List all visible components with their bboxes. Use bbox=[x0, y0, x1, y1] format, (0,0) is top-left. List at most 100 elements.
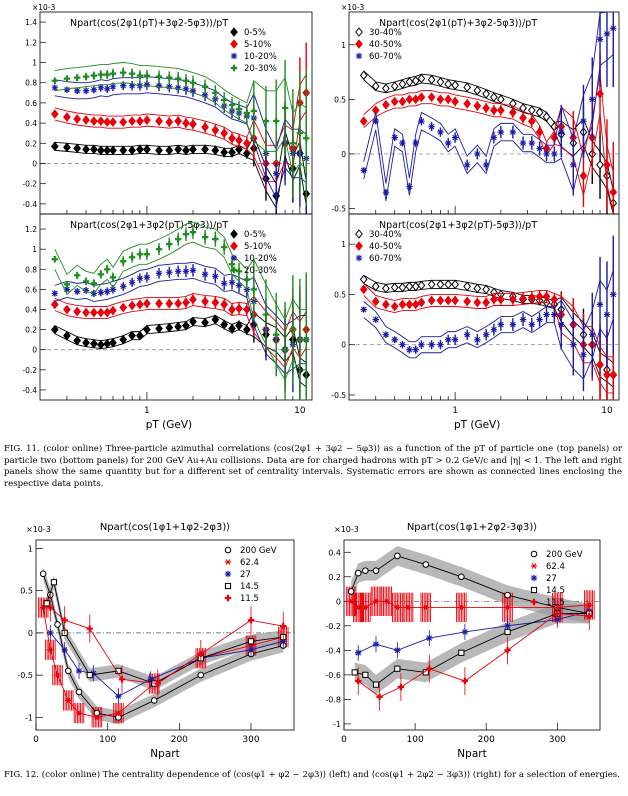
syst-upper-20-30% bbox=[54, 221, 307, 321]
data-point-5-10% bbox=[136, 299, 144, 310]
data-point-30-40% bbox=[382, 283, 390, 294]
data-point-62.4 bbox=[383, 598, 390, 605]
data-point-0-5% bbox=[189, 316, 197, 327]
data-point-20-30% bbox=[250, 107, 258, 115]
data-point-0-5% bbox=[103, 338, 112, 349]
data-point-60-70% bbox=[610, 291, 617, 298]
data-point-10-20% bbox=[120, 82, 127, 89]
y-tick-label: 1.2 bbox=[25, 225, 37, 234]
syst-upper-30-40% bbox=[363, 70, 614, 191]
data-point-20-30% bbox=[155, 73, 163, 80]
data-point-40-50% bbox=[436, 295, 445, 306]
data-point-20-30% bbox=[272, 331, 280, 338]
data-point-10-20% bbox=[109, 83, 117, 90]
data-point-60-70% bbox=[497, 321, 505, 328]
data-point-20-30% bbox=[220, 243, 228, 251]
data-point-20-30% bbox=[63, 75, 71, 82]
data-point-30-40% bbox=[444, 79, 453, 89]
data-point-30-40% bbox=[482, 284, 490, 295]
data-point-20-30% bbox=[296, 130, 304, 137]
x-tick-label: 10 bbox=[294, 406, 306, 416]
legend-marker bbox=[224, 570, 232, 578]
y-tick-label: 0.8 bbox=[25, 79, 37, 88]
legend-marker bbox=[230, 266, 238, 274]
data-point-20-30% bbox=[182, 230, 190, 238]
data-point-40-50% bbox=[444, 295, 453, 306]
data-point-0-5% bbox=[235, 144, 243, 155]
data-point-10-20% bbox=[174, 268, 182, 275]
y-tick-label: 0.6 bbox=[25, 285, 37, 294]
data-point-60-70% bbox=[360, 306, 367, 313]
data-point-5-10% bbox=[103, 307, 112, 318]
y-tick-label: -0.4 bbox=[22, 200, 37, 209]
data-point-40-50% bbox=[390, 96, 399, 107]
data-point-5-10% bbox=[63, 304, 71, 315]
data-point-0-5% bbox=[136, 330, 144, 341]
data-point-20-30% bbox=[289, 326, 297, 333]
data-point-40-50% bbox=[411, 299, 420, 310]
legend-label: 0-5% bbox=[244, 28, 266, 38]
panel-frame bbox=[39, 213, 313, 401]
data-point-20-30% bbox=[136, 251, 144, 258]
data-point-5-10% bbox=[128, 116, 136, 126]
data-point-0-5% bbox=[228, 147, 236, 158]
data-point-11.5 bbox=[426, 665, 433, 672]
legend-marker bbox=[355, 254, 363, 262]
legend-marker bbox=[355, 229, 363, 239]
data-point-60-70% bbox=[451, 336, 459, 343]
data-point-40-50% bbox=[527, 292, 536, 303]
data-point-60-70% bbox=[570, 341, 577, 348]
legend-label: 5-10% bbox=[244, 40, 271, 50]
data-point-14.5 bbox=[351, 669, 358, 676]
data-point-60-70% bbox=[391, 134, 398, 141]
data-point-5-10% bbox=[50, 109, 59, 119]
data-point-60-70% bbox=[412, 346, 419, 353]
data-point-5-10% bbox=[174, 116, 182, 126]
data-point-20-30% bbox=[143, 72, 151, 79]
data-point-10-20% bbox=[189, 267, 197, 274]
data-point-60-70% bbox=[418, 341, 425, 348]
data-point-5-10% bbox=[235, 303, 243, 314]
legend-label: 14.5 bbox=[240, 582, 259, 592]
legend-marker bbox=[230, 27, 238, 37]
data-point-5-10% bbox=[103, 117, 112, 127]
x-axis-title: Npart bbox=[150, 748, 179, 760]
data-point-14.5 bbox=[247, 638, 255, 645]
data-point-60-70% bbox=[399, 139, 406, 147]
panel-title: Npart⟨cos(1φ1+2φ2-3φ3)⟩ bbox=[407, 522, 537, 533]
data-point-40-50% bbox=[382, 299, 390, 310]
data-point-0-5% bbox=[128, 330, 136, 341]
data-point-40-50% bbox=[359, 284, 368, 295]
legend-label: 10-20% bbox=[244, 52, 277, 62]
data-point-30-40% bbox=[398, 282, 407, 293]
data-point-40-50% bbox=[359, 116, 368, 126]
data-point-200 GeV bbox=[150, 697, 158, 704]
legend-label: 27 bbox=[240, 570, 251, 580]
data-point-40-50% bbox=[417, 92, 426, 102]
data-point-0-5% bbox=[235, 320, 243, 331]
data-point-60-70% bbox=[610, 25, 617, 32]
x-tick-label: 300 bbox=[549, 735, 566, 745]
data-point-10-20% bbox=[82, 287, 90, 294]
data-point-27 bbox=[426, 634, 433, 642]
legend-marker bbox=[355, 27, 363, 37]
panel-title: Npart⟨cos(2φ1(pT)+3φ2-5φ3)⟩/pT bbox=[379, 18, 537, 29]
panel-title: Npart⟨cos(2φ1+3φ2(pT)-5φ3)⟩/pT bbox=[379, 220, 537, 231]
data-point-10-20% bbox=[51, 290, 59, 297]
data-point-40-50% bbox=[436, 94, 445, 105]
data-point-0-5% bbox=[73, 143, 82, 154]
legend-marker bbox=[224, 582, 232, 590]
data-point-62.4 bbox=[394, 604, 401, 611]
data-point-40-50% bbox=[405, 299, 414, 310]
y-tick-label: 1.2 bbox=[25, 38, 37, 47]
data-point-30-40% bbox=[371, 81, 380, 92]
data-point-200 GeV bbox=[394, 552, 401, 560]
data-point-60-70% bbox=[528, 321, 536, 328]
data-point-60-70% bbox=[589, 96, 596, 103]
data-point-20-30% bbox=[250, 286, 258, 293]
data-point-40-50% bbox=[509, 107, 517, 118]
data-point-30-40% bbox=[473, 85, 482, 96]
data-point-30-40% bbox=[427, 279, 436, 290]
data-point-20-30% bbox=[189, 228, 197, 236]
y-exponent-label: ×10-3 bbox=[32, 3, 56, 12]
